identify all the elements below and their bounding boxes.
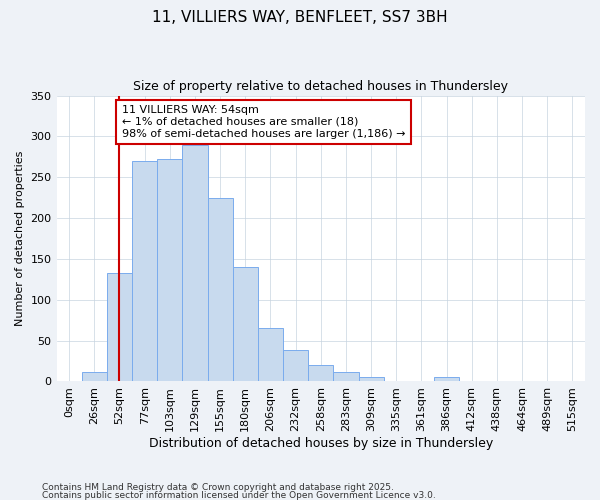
Bar [182, 144, 208, 382]
Bar [233, 267, 258, 382]
Title: Size of property relative to detached houses in Thundersley: Size of property relative to detached ho… [133, 80, 508, 93]
X-axis label: Distribution of detached houses by size in Thundersley: Distribution of detached houses by size … [149, 437, 493, 450]
Y-axis label: Number of detached properties: Number of detached properties [15, 151, 25, 326]
Text: Contains public sector information licensed under the Open Government Licence v3: Contains public sector information licen… [42, 490, 436, 500]
Text: 11, VILLIERS WAY, BENFLEET, SS7 3BH: 11, VILLIERS WAY, BENFLEET, SS7 3BH [152, 10, 448, 25]
Bar [107, 273, 132, 382]
Bar [208, 198, 233, 382]
Bar [258, 328, 283, 382]
Bar [434, 378, 459, 382]
Text: 11 VILLIERS WAY: 54sqm
← 1% of detached houses are smaller (18)
98% of semi-deta: 11 VILLIERS WAY: 54sqm ← 1% of detached … [122, 106, 406, 138]
Bar [82, 372, 107, 382]
Bar [308, 365, 334, 382]
Bar [157, 160, 182, 382]
Bar [359, 378, 383, 382]
Text: Contains HM Land Registry data © Crown copyright and database right 2025.: Contains HM Land Registry data © Crown c… [42, 484, 394, 492]
Bar [283, 350, 308, 382]
Bar [132, 161, 157, 382]
Bar [334, 372, 359, 382]
